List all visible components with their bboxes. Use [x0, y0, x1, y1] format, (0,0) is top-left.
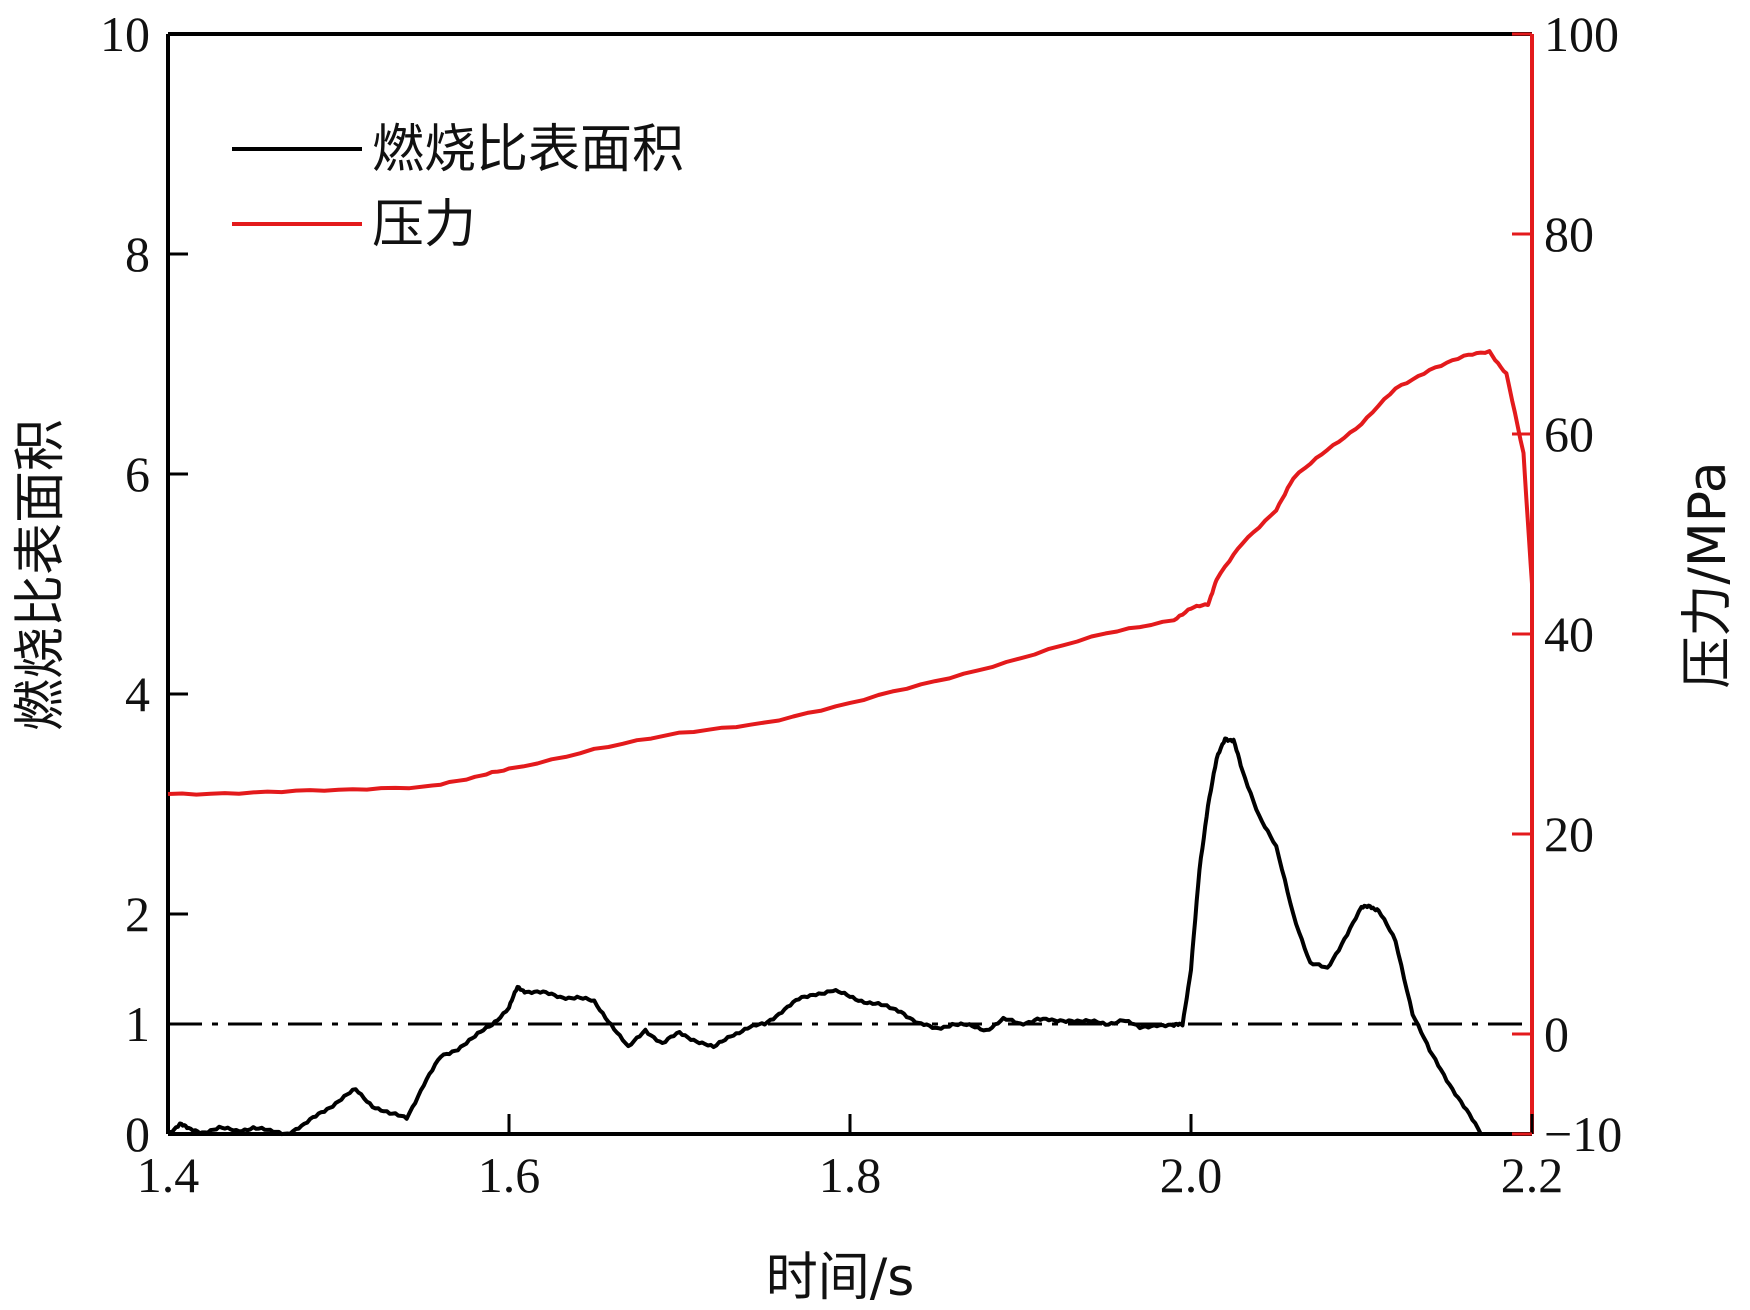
series-line-burning-area — [166, 736, 1483, 1137]
y-left-tick-label: 6 — [125, 446, 150, 502]
legend: 燃烧比表面积 压力 — [232, 120, 684, 255]
plot-area: 1.4 1.6 1.8 2.0 2.2 0 1 2 4 6 8 10 −10 0 20 40 60 80 100 — [100, 6, 1622, 1203]
x-axis-title: 时间/s — [766, 1248, 915, 1308]
legend-label-pressure: 压力 — [372, 195, 476, 255]
y-left-tick-label: 8 — [125, 226, 150, 282]
y-left-tick-label: 0 — [125, 1106, 150, 1162]
y-right-tick-label: 0 — [1544, 1006, 1569, 1062]
y-right-tick-label: 100 — [1544, 6, 1619, 62]
x-tick-label: 2.0 — [1160, 1147, 1223, 1203]
x-tick-label: 1.8 — [819, 1147, 882, 1203]
x-tick-label: 1.4 — [137, 1147, 200, 1203]
legend-label-burning-area: 燃烧比表面积 — [372, 120, 684, 180]
y-right-tick-label: 40 — [1544, 606, 1594, 662]
y-right-tick-label: 80 — [1544, 206, 1594, 262]
y-left-tick-label: 2 — [125, 886, 150, 942]
y-right-tick-label: −10 — [1544, 1106, 1622, 1162]
x-tick-label: 1.6 — [478, 1147, 541, 1203]
y-right-tick-label: 20 — [1544, 806, 1594, 862]
series-line-pressure — [167, 349, 1534, 797]
y-left-tick-label: 4 — [125, 666, 150, 722]
y-left-tick-label: 1 — [125, 996, 150, 1052]
y-axis-left-title: 燃烧比表面积 — [11, 419, 71, 731]
y-left-tick-label: 10 — [100, 6, 150, 62]
y-axis-right-title: 压力/MPa — [1678, 461, 1738, 688]
x-tick-label: 2.2 — [1501, 1147, 1564, 1203]
y-right-tick-label: 60 — [1544, 406, 1594, 462]
